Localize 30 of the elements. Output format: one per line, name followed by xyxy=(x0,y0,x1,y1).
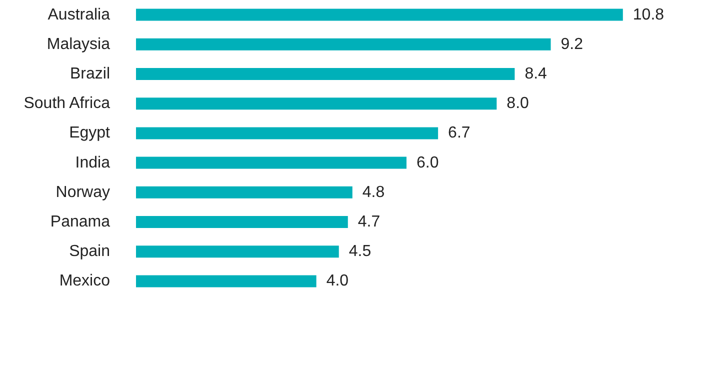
data-label: 4.0 xyxy=(326,272,349,290)
data-label: 4.8 xyxy=(362,184,385,201)
y-tick-label: Brazil xyxy=(70,66,110,82)
data-label: 6.0 xyxy=(416,154,439,172)
bar xyxy=(136,156,406,169)
y-tick-label: India xyxy=(75,154,110,172)
bar xyxy=(136,38,551,50)
data-label: 8.4 xyxy=(524,66,548,82)
y-tick-label: Malaysia xyxy=(46,36,110,53)
bar xyxy=(136,246,339,258)
bar xyxy=(136,216,348,228)
y-tick-label: Egypt xyxy=(69,124,111,142)
bar xyxy=(136,127,438,140)
data-label: 8.0 xyxy=(506,95,530,112)
y-tick-label: Australia xyxy=(48,6,110,24)
data-label: 9.2 xyxy=(560,36,584,53)
y-tick-label: Spain xyxy=(69,243,110,260)
y-tick-label: Norway xyxy=(56,184,110,201)
bar xyxy=(136,98,497,110)
bar xyxy=(136,186,352,198)
bar xyxy=(136,275,316,288)
data-label: 4.5 xyxy=(348,243,372,260)
data-label: 10.8 xyxy=(632,6,664,24)
y-tick-label: Panama xyxy=(50,214,110,230)
y-tick-label: Mexico xyxy=(59,272,110,290)
y-tick-label: South Africa xyxy=(24,95,110,112)
data-label: 4.7 xyxy=(358,214,380,230)
data-label: 6.7 xyxy=(448,124,470,142)
bar xyxy=(136,8,623,21)
bar xyxy=(136,68,515,80)
